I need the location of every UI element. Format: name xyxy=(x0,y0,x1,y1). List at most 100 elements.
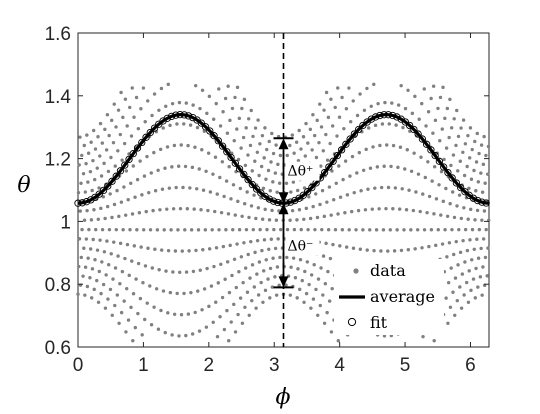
data-point xyxy=(403,106,408,111)
fit-point xyxy=(405,121,414,130)
data-point xyxy=(446,321,450,326)
data-point xyxy=(163,166,167,170)
data-point xyxy=(218,315,222,319)
data-point xyxy=(481,265,485,269)
data-point xyxy=(361,228,365,232)
data-point xyxy=(310,148,314,152)
fit-point xyxy=(299,191,307,199)
data-point xyxy=(285,255,289,260)
fit-point xyxy=(240,170,248,179)
data-point xyxy=(195,125,200,130)
delta-minus-label: Δθ⁻ xyxy=(288,238,314,254)
data-point xyxy=(271,256,275,260)
data-point xyxy=(175,122,179,126)
data-point xyxy=(123,97,128,101)
y-axis-ticks: 0.6 0.8 1 1.2 1.4 1.6 xyxy=(45,24,489,359)
data-point xyxy=(276,162,280,167)
data-point xyxy=(90,267,95,271)
data-point xyxy=(99,291,103,296)
data-point xyxy=(242,241,246,245)
data-point xyxy=(304,121,308,126)
data-point xyxy=(145,301,149,305)
fit-point xyxy=(414,130,422,138)
data-point xyxy=(243,163,248,168)
data-point xyxy=(458,159,462,163)
data-point xyxy=(482,134,486,139)
data-point xyxy=(309,273,314,277)
data-point xyxy=(393,186,398,190)
data-point xyxy=(333,105,337,110)
data-point xyxy=(267,139,271,144)
data-point xyxy=(378,143,382,148)
data-point xyxy=(136,261,141,266)
data-point xyxy=(246,252,250,257)
fit-point xyxy=(146,128,154,137)
data-point xyxy=(152,92,157,96)
data-point xyxy=(466,300,471,304)
data-point xyxy=(79,255,83,260)
data-point xyxy=(123,256,127,261)
data-point xyxy=(273,246,278,251)
data-point xyxy=(125,124,129,128)
delta-plus-arrowhead-bottom xyxy=(278,192,289,204)
data-point xyxy=(225,308,229,313)
data-point xyxy=(126,318,131,322)
data-point xyxy=(366,187,370,191)
data-point xyxy=(116,149,120,153)
data-point xyxy=(269,160,273,164)
data-point xyxy=(129,134,134,138)
data-point xyxy=(307,195,311,199)
data-point xyxy=(274,218,279,222)
data-point xyxy=(265,147,269,152)
data-point xyxy=(252,193,256,197)
data-point xyxy=(372,248,376,253)
data-point xyxy=(306,227,310,232)
data-point xyxy=(232,302,236,307)
data-point xyxy=(312,263,316,267)
data-point xyxy=(405,148,409,152)
data-point xyxy=(79,181,83,185)
data-point xyxy=(103,306,108,310)
data-point xyxy=(443,228,447,232)
data-point xyxy=(344,245,349,249)
data-point xyxy=(96,135,100,139)
data-point xyxy=(196,228,201,232)
fit-point xyxy=(337,146,346,154)
data-point xyxy=(190,165,195,170)
data-point xyxy=(88,276,92,280)
data-point xyxy=(138,159,142,163)
data-point xyxy=(214,246,219,250)
data-point xyxy=(135,228,139,232)
data-point xyxy=(77,264,81,269)
data-point xyxy=(200,308,204,312)
fit-point xyxy=(189,113,197,122)
data-point xyxy=(314,192,318,196)
data-point xyxy=(349,120,353,124)
data-point xyxy=(85,284,90,289)
data-point xyxy=(118,241,123,246)
data-point xyxy=(474,266,478,271)
fit-point xyxy=(367,115,376,123)
fit-point xyxy=(244,176,252,184)
data-point xyxy=(277,181,282,185)
data-point xyxy=(92,208,96,212)
data-point xyxy=(107,133,111,138)
data-point xyxy=(417,117,421,121)
data-point xyxy=(480,190,485,194)
data-point xyxy=(145,154,149,159)
data-point xyxy=(265,227,269,232)
fit-point xyxy=(95,190,103,198)
data-point xyxy=(458,250,463,255)
data-point xyxy=(173,249,178,253)
data-point xyxy=(241,135,246,140)
data-point xyxy=(284,181,289,185)
data-point xyxy=(238,296,243,300)
data-point xyxy=(86,151,91,155)
fit-point xyxy=(265,195,273,203)
data-point xyxy=(272,227,276,232)
data-point xyxy=(100,260,104,264)
data-point xyxy=(207,94,212,99)
data-point xyxy=(456,134,461,139)
data-point xyxy=(441,85,445,90)
fit-point xyxy=(410,125,418,134)
